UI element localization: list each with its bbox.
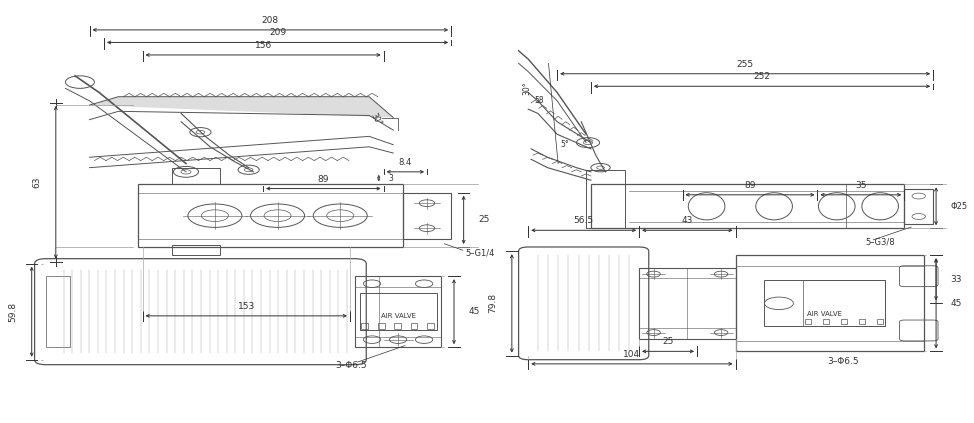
Bar (361, 323, 368, 329)
Text: 255: 255 (736, 60, 754, 69)
Bar (403, 193, 451, 239)
Text: 30°: 30° (522, 81, 532, 94)
Bar (411, 323, 418, 329)
Text: 56.5: 56.5 (574, 216, 594, 225)
Text: 89: 89 (744, 181, 756, 190)
Bar (378, 323, 385, 329)
Bar (355, 276, 441, 347)
Bar (823, 319, 829, 324)
Text: 59.8: 59.8 (8, 302, 18, 322)
Bar (842, 319, 846, 324)
Bar (171, 245, 220, 255)
Bar (859, 319, 865, 324)
Text: 33: 33 (951, 275, 962, 284)
Text: Φ25: Φ25 (951, 202, 967, 211)
Text: 252: 252 (754, 72, 770, 81)
Bar (137, 184, 403, 247)
Text: 45: 45 (468, 307, 480, 316)
Bar (586, 170, 624, 228)
Text: AIR VALVE: AIR VALVE (807, 311, 843, 317)
Bar (904, 189, 933, 224)
Bar (878, 319, 883, 324)
Text: 25: 25 (662, 337, 674, 346)
Text: 25: 25 (478, 215, 490, 224)
Text: 209: 209 (269, 28, 286, 37)
Text: 104: 104 (623, 350, 641, 359)
Text: 3–Φ6.5: 3–Φ6.5 (335, 361, 367, 370)
Text: 5°: 5° (560, 140, 569, 149)
Text: 3–Φ6.5: 3–Φ6.5 (827, 357, 859, 366)
Text: 156: 156 (254, 41, 272, 50)
Text: 58: 58 (534, 96, 543, 105)
Text: AIR VALVE: AIR VALVE (381, 313, 416, 319)
Bar (591, 184, 904, 228)
Bar (46, 276, 70, 347)
Polygon shape (90, 97, 393, 118)
Text: 153: 153 (238, 302, 255, 311)
Bar (765, 280, 885, 326)
Text: 30°: 30° (369, 112, 384, 128)
Text: 208: 208 (262, 16, 279, 25)
Text: 45: 45 (951, 299, 962, 308)
Bar (171, 168, 220, 184)
Bar (359, 293, 436, 330)
Bar (394, 323, 401, 329)
Text: 79.8: 79.8 (488, 293, 498, 313)
Bar (805, 319, 810, 324)
Bar (427, 323, 433, 329)
Text: 35: 35 (855, 181, 867, 190)
Bar (639, 268, 735, 339)
Text: 5–G1/4: 5–G1/4 (466, 248, 495, 257)
Text: 89: 89 (318, 175, 329, 184)
Text: 43: 43 (682, 216, 693, 225)
Bar (735, 255, 923, 352)
Text: 5–G3/8: 5–G3/8 (866, 238, 895, 247)
Text: 3: 3 (389, 173, 393, 183)
Text: 63: 63 (32, 176, 41, 188)
Bar (803, 280, 885, 326)
Text: 8.4: 8.4 (398, 158, 412, 167)
